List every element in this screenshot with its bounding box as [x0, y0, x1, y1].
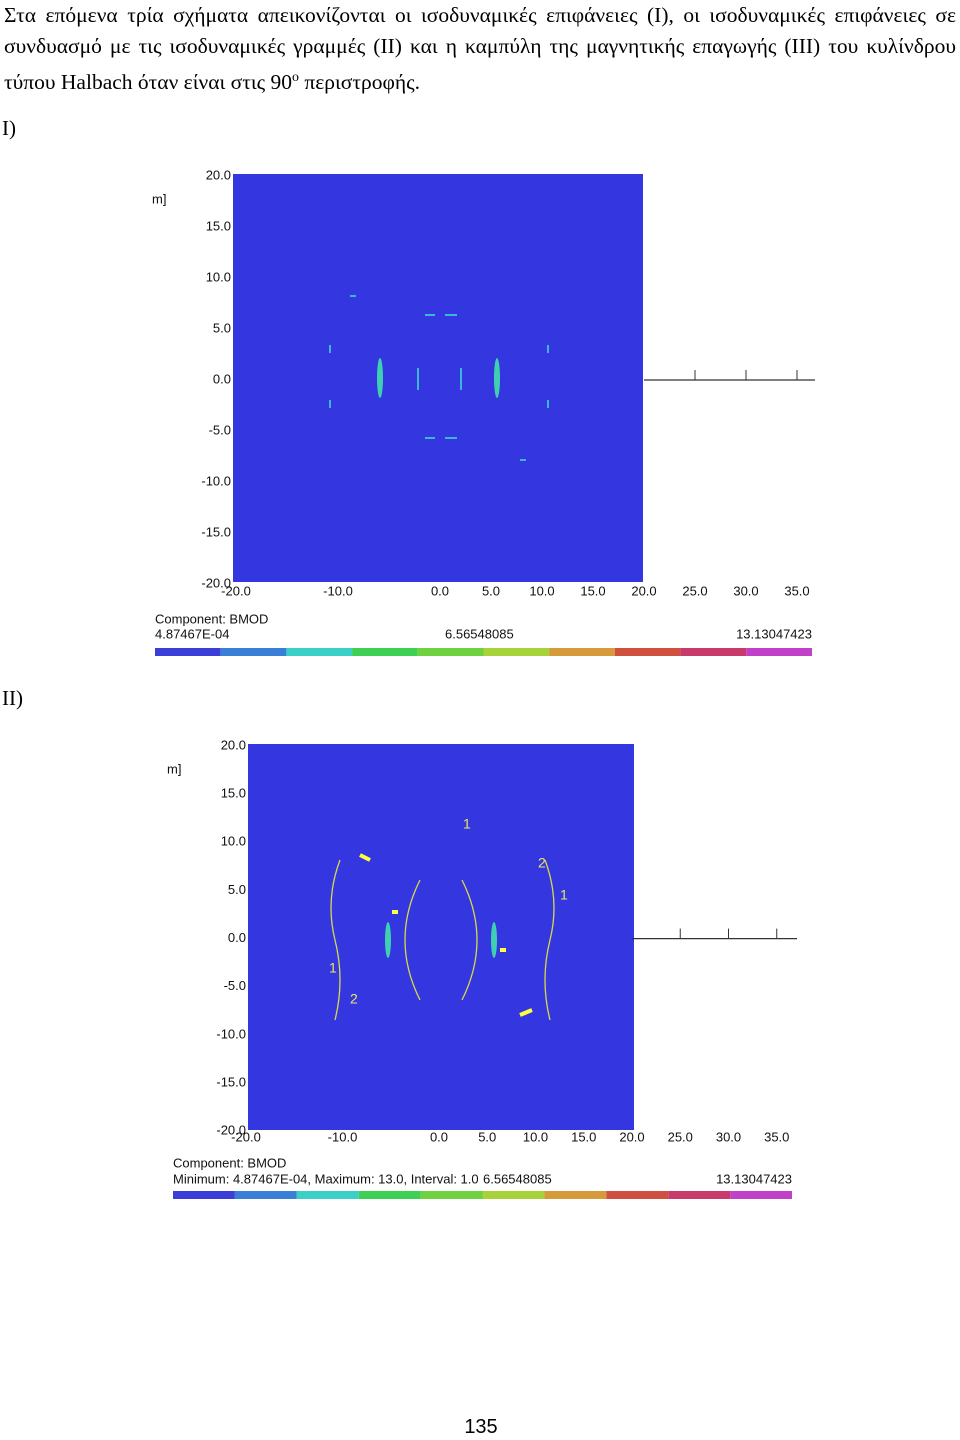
- y-tick-label: 5.0: [228, 882, 246, 897]
- y-tick-label: 0.0: [228, 930, 246, 945]
- x-tick-label: 25.0: [668, 1129, 693, 1144]
- x-tick-label: 5.0: [482, 583, 500, 598]
- x-tick-label: 30.0: [733, 583, 758, 598]
- colorbar-segment: [614, 648, 681, 656]
- x-tick-label: -10.0: [323, 583, 353, 598]
- scale-max: 13.13047423: [716, 1171, 792, 1186]
- y-tick-label: -20.0: [201, 575, 231, 590]
- contour-label: 1: [463, 816, 471, 832]
- contour-label: 2: [350, 991, 358, 1007]
- figure-label: II): [2, 686, 23, 710]
- x-tick-label: 15.0: [571, 1129, 596, 1144]
- y-tick-label: -5.0: [224, 978, 246, 993]
- scale-min: Minimum: 4.87467E-04, Maximum: 13.0, Int…: [173, 1171, 479, 1186]
- colorbar-segment: [296, 1191, 359, 1199]
- x-tick-label: -10.0: [328, 1129, 358, 1144]
- colorbar-segment: [606, 1191, 669, 1199]
- contour-label: 2: [538, 855, 546, 871]
- colorbar-segment: [549, 648, 615, 656]
- plot-1-contours: [233, 174, 643, 582]
- contour-label: 1: [329, 960, 337, 976]
- y-tick-label: -5.0: [209, 422, 231, 437]
- x-tick-label: -20.0: [231, 1129, 261, 1144]
- x-tick-label: 35.0: [784, 583, 809, 598]
- x-tick-label: -20.0: [221, 583, 251, 598]
- paragraph-text: Στα επόμενα τρία σχήματα απεικονίζονται …: [4, 3, 956, 95]
- colorbar-segment: [483, 648, 550, 656]
- component-label: Component: BMOD: [173, 1155, 286, 1170]
- y-tick-label: 20.0: [221, 737, 246, 752]
- x-tick-label: 10.0: [529, 583, 554, 598]
- colorbar-segment: [730, 1191, 792, 1199]
- figure-label: I): [2, 116, 16, 140]
- y-tick-label: 15.0: [206, 218, 231, 233]
- y-tick-label: 10.0: [221, 834, 246, 849]
- x-tick-label: 30.0: [716, 1129, 741, 1144]
- x-tick-label: 0.0: [430, 1129, 448, 1144]
- colorbar-segment: [234, 1191, 297, 1199]
- y-tick-label: 10.0: [206, 269, 231, 284]
- y-tick-label: -15.0: [201, 524, 231, 539]
- colorbar-segment: [286, 648, 353, 656]
- x-tick-label: 35.0: [764, 1129, 789, 1144]
- x-tick-label: 20.0: [619, 1129, 644, 1144]
- contour-label: 1: [560, 887, 568, 903]
- superscript: ο: [292, 70, 300, 85]
- colorbar-segment: [544, 1191, 607, 1199]
- y-tick-label: -15.0: [216, 1074, 246, 1089]
- scale-mid: 6.56548085: [483, 1171, 552, 1186]
- colorbar-segment: [220, 648, 287, 656]
- colorbar-segment: [420, 1191, 483, 1199]
- x-tick-label: 15.0: [580, 583, 605, 598]
- paragraph-end: περιστροφής.: [299, 70, 421, 95]
- x-tick-label: 10.0: [523, 1129, 548, 1144]
- scale-min: 4.87467E-04: [155, 626, 229, 641]
- x-tick-label: 20.0: [631, 583, 656, 598]
- page-number: 135: [464, 1416, 498, 1438]
- y-axis-label: m]: [167, 761, 181, 776]
- colorbar-segment: [173, 1191, 235, 1199]
- y-tick-label: -10.0: [201, 473, 231, 488]
- y-tick-label: 20.0: [206, 167, 231, 182]
- plot-2-contours: [248, 744, 634, 1130]
- colorbar-segment: [482, 1191, 545, 1199]
- colorbar-segment: [680, 648, 747, 656]
- colorbar-segment: [352, 648, 418, 656]
- y-tick-label: 5.0: [213, 320, 231, 335]
- colorbar-segment: [746, 648, 812, 656]
- component-label: Component: BMOD: [155, 611, 268, 626]
- y-axis-label: m]: [152, 191, 166, 206]
- colorbar-segment: [358, 1191, 421, 1199]
- scale-max: 13.13047423: [736, 626, 812, 641]
- scale-mid: 6.56548085: [445, 626, 514, 641]
- y-tick-label: 15.0: [221, 786, 246, 801]
- x-tick-label: 0.0: [431, 583, 449, 598]
- y-tick-label: -20.0: [216, 1123, 246, 1138]
- colorbar-segment: [417, 648, 484, 656]
- paragraph: Στα επόμενα τρία σχήματα απεικονίζονται …: [4, 0, 956, 98]
- x-tick-label: 5.0: [478, 1129, 496, 1144]
- x-tick-label: 25.0: [682, 583, 707, 598]
- colorbar-segment: [155, 648, 221, 656]
- y-tick-label: 0.0: [213, 371, 231, 386]
- y-tick-label: -10.0: [216, 1026, 246, 1041]
- colorbar-segment: [668, 1191, 731, 1199]
